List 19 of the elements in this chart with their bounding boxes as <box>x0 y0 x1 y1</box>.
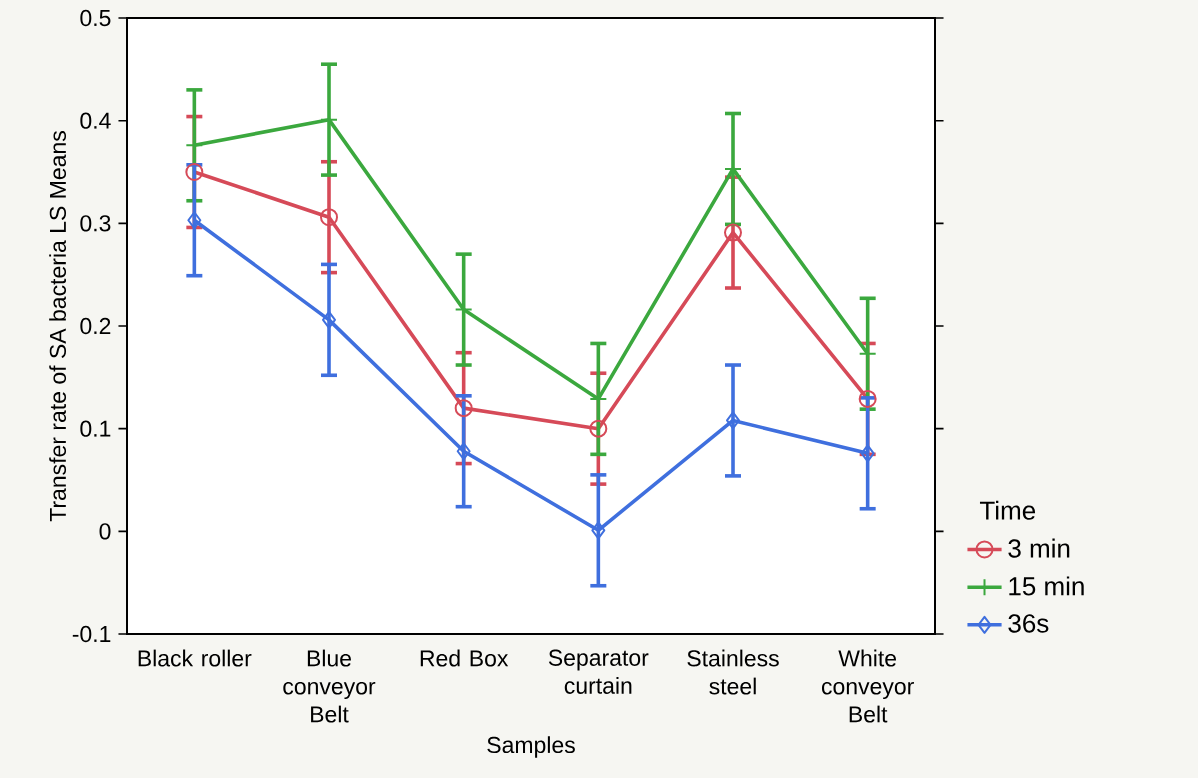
y-tick-label: 0.2 <box>80 317 111 335</box>
x-tick-label: Red Box <box>420 649 509 667</box>
x-tick-label: Black roller <box>138 649 252 667</box>
x-tick-label: White conveyor Belt <box>821 649 914 723</box>
x-tick-label: Separator curtain <box>548 649 649 694</box>
legend-label: 15 min <box>1009 576 1084 596</box>
y-axis-title: Transfer rate of SA bacteria LS Means <box>49 131 67 522</box>
legend-label: 3 min <box>1008 538 1070 558</box>
y-tick-label: 0.1 <box>80 420 111 437</box>
x-tick-label: Blue conveyor Belt <box>283 649 376 723</box>
y-tick-label: 0 <box>99 523 111 540</box>
x-tick-label: Stainless steel <box>687 649 779 695</box>
y-tick-label: 0.4 <box>80 112 111 129</box>
y-tick-label: 0.5 <box>80 9 111 27</box>
legend-label: 36s <box>1008 614 1049 633</box>
y-tick-label: 0.3 <box>80 215 111 232</box>
x-axis-title: Samples <box>487 736 575 758</box>
y-tick-label: -0.1 <box>72 625 111 643</box>
legend-title: Time <box>979 500 1036 520</box>
